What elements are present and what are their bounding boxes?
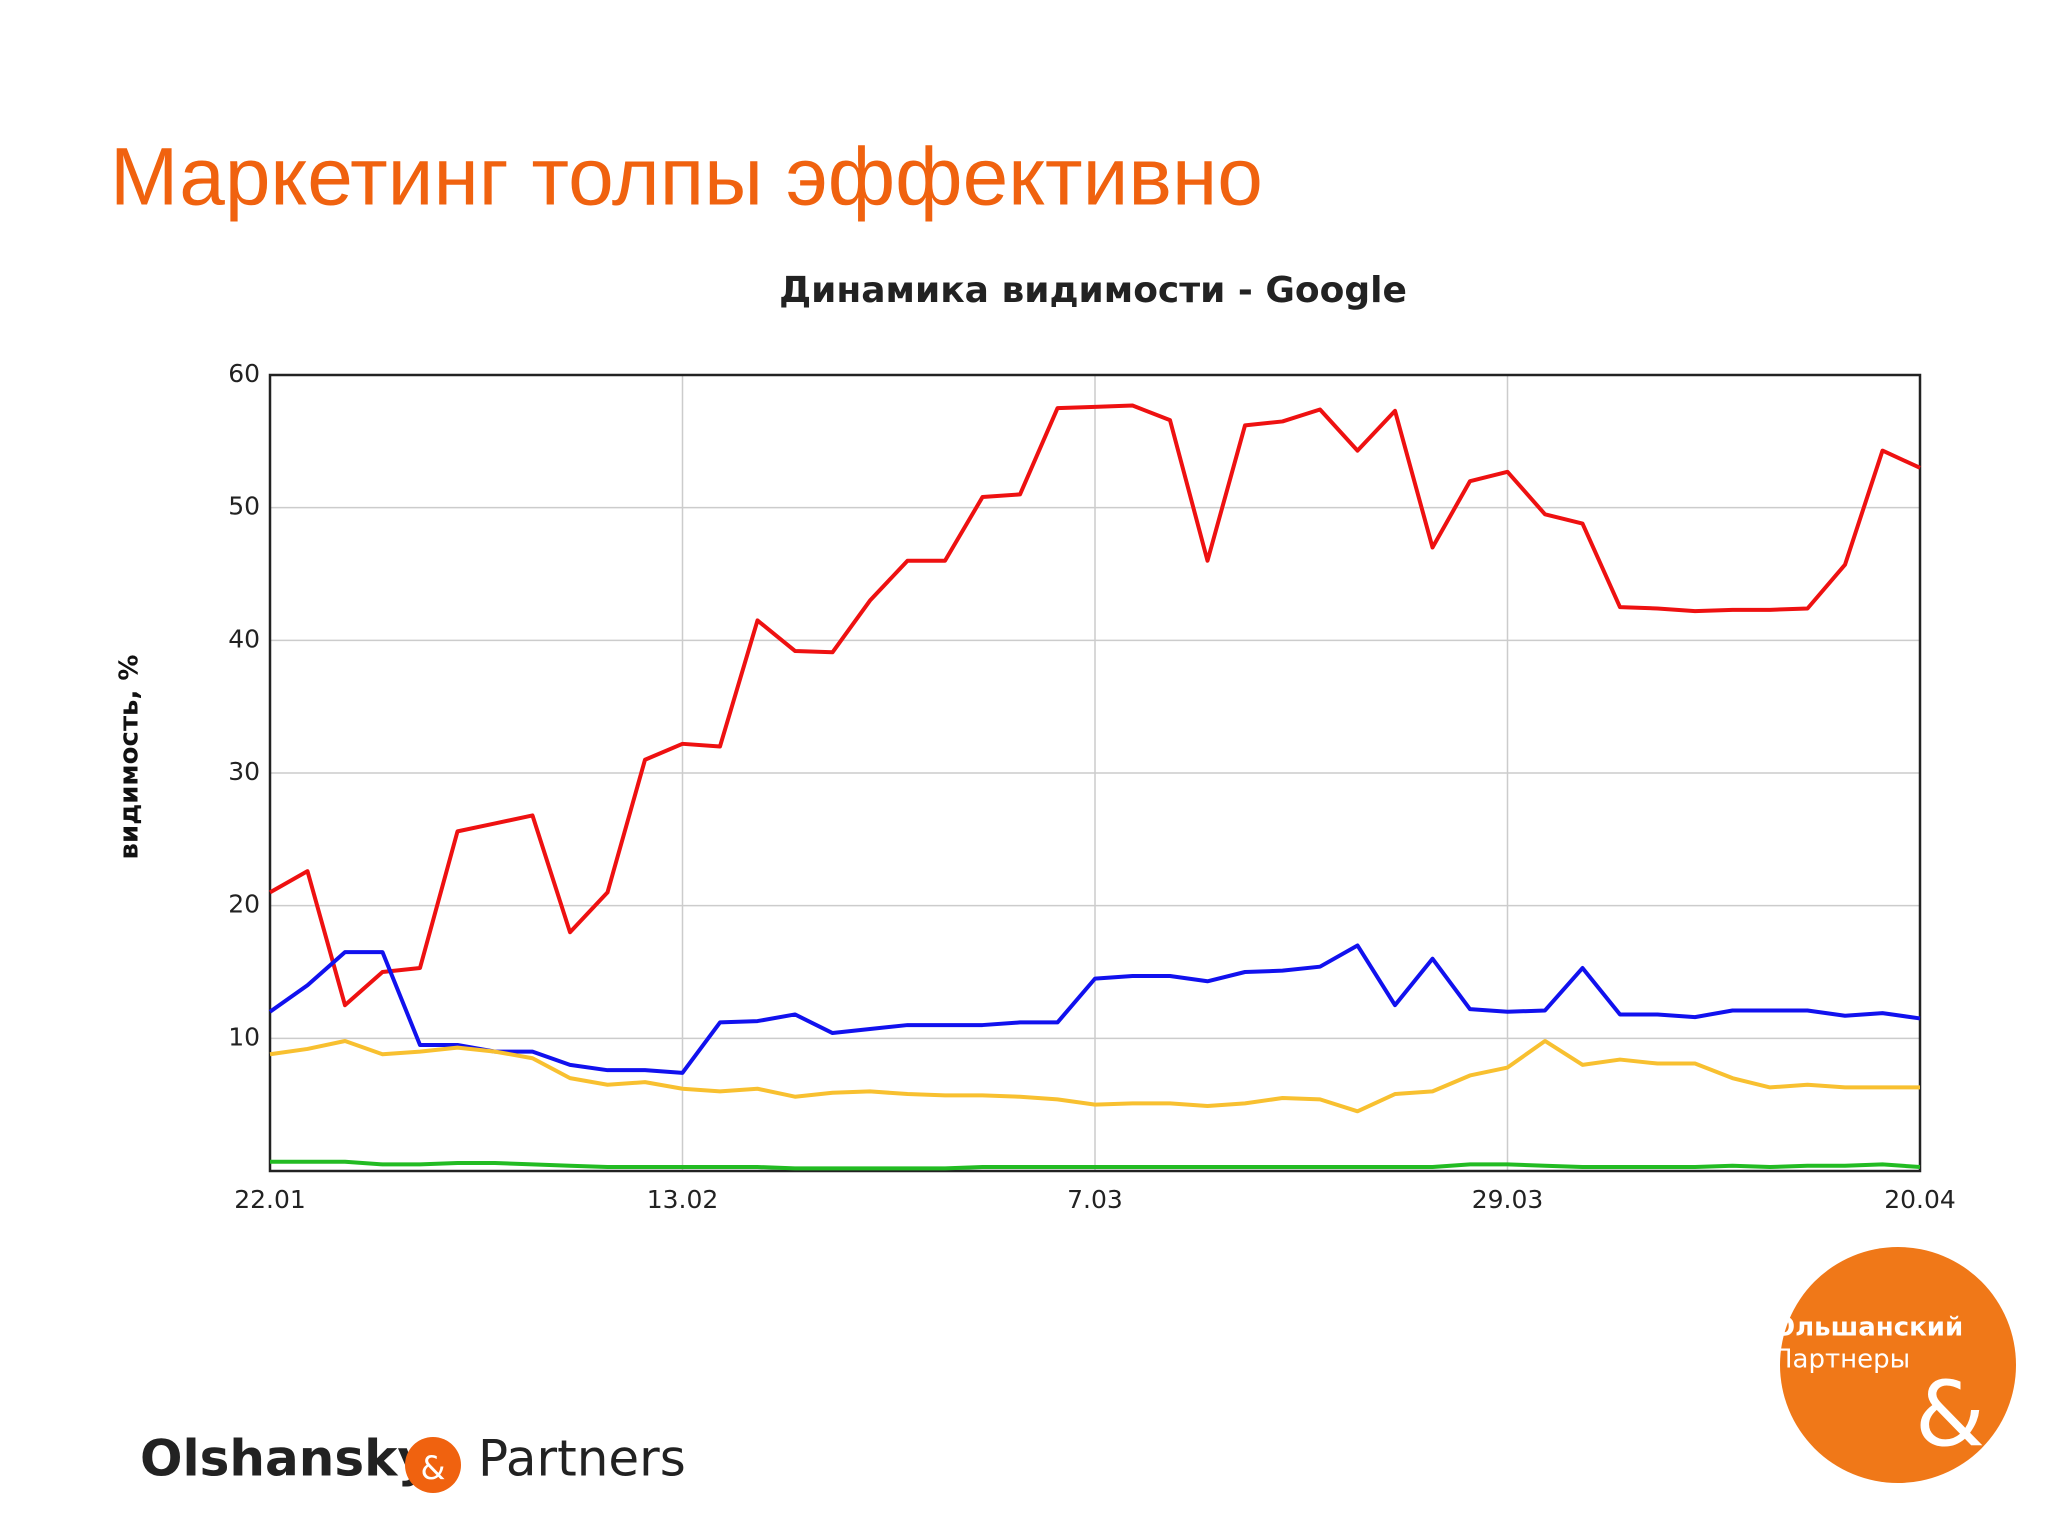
badge-amp: & bbox=[1915, 1362, 1985, 1467]
y-tick-label: 40 bbox=[228, 624, 260, 653]
y-axis-label: видимость, % bbox=[115, 655, 145, 860]
y-tick-label: 10 bbox=[228, 1022, 260, 1051]
x-tick-label: 20.04 bbox=[1884, 1185, 1956, 1214]
slide-title: Маркетинг толпы эффективно bbox=[110, 132, 1263, 223]
line-series bbox=[268, 943, 1921, 1075]
y-tick-label: 20 bbox=[228, 890, 260, 919]
x-tick-label: 22.01 bbox=[234, 1185, 306, 1214]
chart-title: Динамика видимости - Google bbox=[779, 270, 1407, 311]
footer-left: Olshansky bbox=[140, 1430, 430, 1488]
plot-frame bbox=[268, 373, 1922, 1173]
footer-amp: & bbox=[421, 1449, 446, 1487]
x-tick-label: 29.03 bbox=[1472, 1185, 1544, 1214]
y-tick-label: 50 bbox=[228, 492, 260, 521]
badge-circle bbox=[1780, 1247, 2016, 1483]
badge-line2: Партнеры bbox=[1773, 1345, 1910, 1375]
footer-right: Partners bbox=[478, 1430, 686, 1488]
y-tick-label: 30 bbox=[228, 757, 260, 786]
y-tick-label: 60 bbox=[228, 359, 260, 388]
plot: 10 20 30 40 50 60 22.01 13.02 7.03 29.03 20.04 bbox=[228, 359, 1956, 1214]
x-tick-label: 13.02 bbox=[647, 1185, 719, 1214]
line-series bbox=[270, 1159, 1921, 1171]
line-series bbox=[269, 1038, 1920, 1114]
badge-line1: Ольшанский bbox=[1773, 1313, 1963, 1343]
line-series bbox=[269, 403, 1921, 1008]
footer-amp-circle bbox=[405, 1437, 461, 1493]
x-tick-label: 7.03 bbox=[1067, 1185, 1123, 1214]
